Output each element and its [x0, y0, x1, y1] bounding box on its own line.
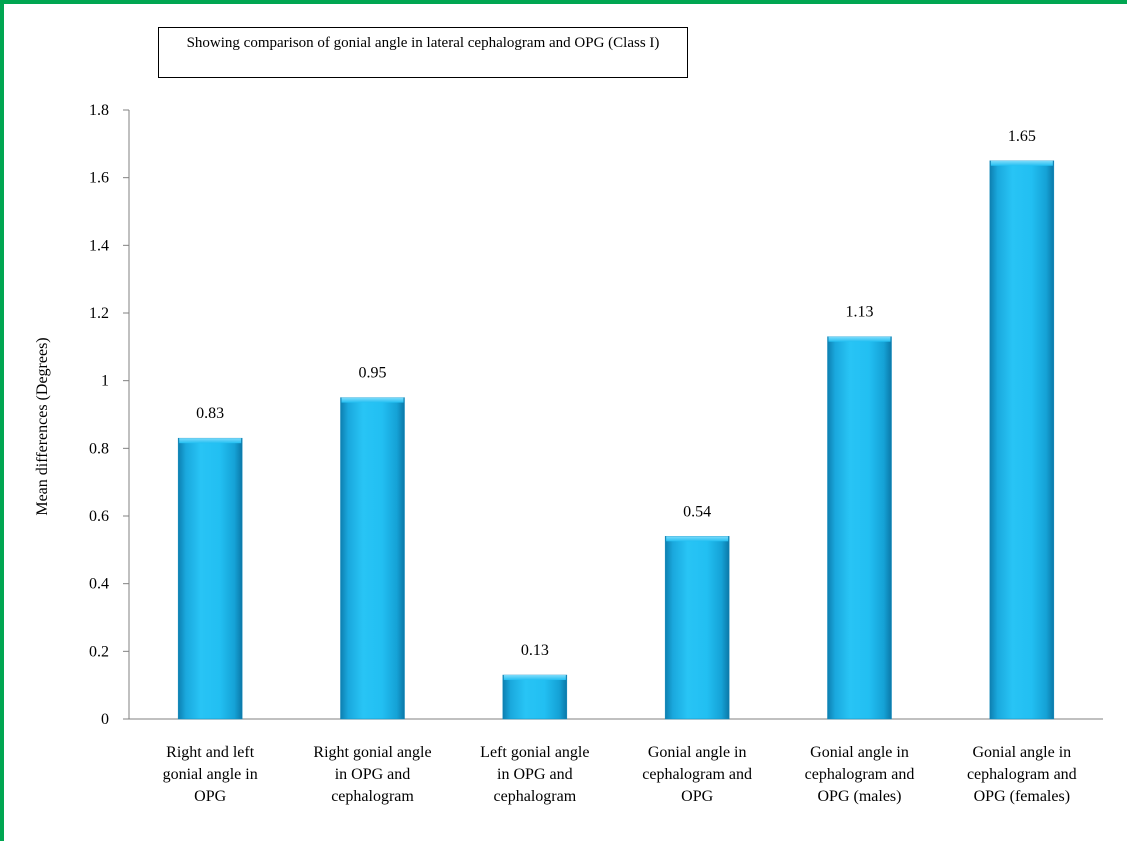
category-label-line: gonial angle in — [163, 766, 258, 783]
bar-highlight — [666, 536, 729, 542]
bar-highlight — [990, 160, 1053, 166]
bar — [989, 160, 1055, 720]
data-label: 1.65 — [1008, 128, 1036, 145]
data-label: 0.54 — [683, 503, 711, 520]
category-label: Right gonial angle in OPG and cephalogram — [313, 744, 431, 805]
chart-title: Showing comparison of gonial angle in la… — [158, 27, 688, 78]
category-label: Right and left gonial angle in OPG — [163, 744, 258, 805]
category-label-line: OPG — [681, 788, 713, 805]
category-label-line: cephalogram — [331, 788, 414, 805]
category-label-line: Right and left — [166, 744, 255, 761]
category-label-line: Gonial angle in — [973, 744, 1072, 761]
category-label: Gonial angle in cephalogram and OPG (femal… — [967, 744, 1077, 805]
category-label: Left gonial angle in OPG and cephalogram — [480, 744, 589, 805]
category-label: Gonial angle in cephalogram and OPG (males… — [805, 744, 915, 805]
y-tick-label: 1.6 — [89, 170, 109, 187]
bar — [664, 536, 730, 720]
data-label: 0.95 — [359, 365, 387, 382]
y-tick-label: 0.4 — [89, 576, 109, 593]
data-label: 0.13 — [521, 642, 549, 659]
y-tick-label: 1.4 — [89, 237, 109, 254]
y-tick-label: 1.8 — [89, 102, 109, 119]
bar — [177, 437, 243, 720]
data-label: 1.13 — [846, 304, 874, 321]
category-label-line: in OPG and — [497, 766, 573, 783]
category-label-line: Left gonial angle — [480, 744, 589, 761]
category-label-line: cephalogram and — [967, 766, 1077, 783]
bar — [827, 336, 892, 720]
y-tick-label: 0.8 — [89, 440, 109, 457]
bar — [502, 674, 568, 720]
category-label-line: in OPG and — [335, 766, 411, 783]
bar — [340, 397, 405, 720]
bar-highlight — [503, 675, 566, 681]
category-label-line: cephalogram and — [642, 766, 752, 783]
category-label-line: OPG (females) — [974, 788, 1070, 805]
category-label-line: Gonial angle in — [648, 744, 747, 761]
category-label-line: cephalogram — [494, 788, 577, 805]
y-tick-label: 0 — [101, 711, 109, 728]
bar-highlight — [828, 336, 891, 342]
bar-highlight — [341, 397, 404, 403]
category-label-line: Gonial angle in — [810, 744, 909, 761]
category-label-line: OPG — [194, 788, 226, 805]
y-tick-label: 0.6 — [89, 508, 109, 525]
y-tick-label: 1 — [101, 373, 109, 390]
category-label-line: cephalogram and — [805, 766, 915, 783]
category-label: Gonial angle in cephalogram and OPG — [642, 744, 752, 805]
y-axis-title: Mean differences (Degrees) — [34, 337, 51, 515]
data-label: 0.83 — [196, 405, 224, 422]
y-tick-label: 0.2 — [89, 643, 109, 660]
category-label-line: Right gonial angle — [313, 744, 431, 761]
category-label-line: OPG (males) — [818, 788, 902, 805]
bar-highlight — [179, 438, 242, 444]
y-tick-label: 1.2 — [89, 305, 109, 322]
